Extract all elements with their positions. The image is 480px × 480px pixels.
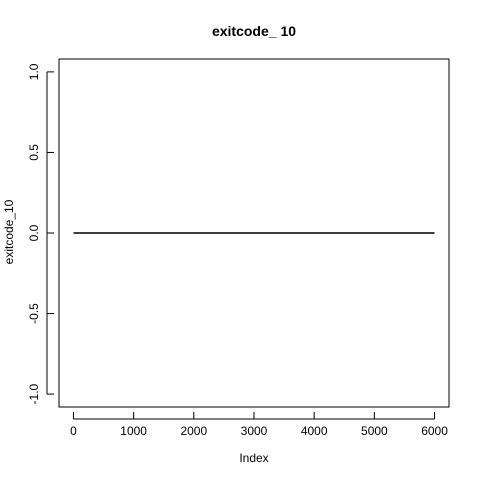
y-tick-label: 0.0 [27,224,41,241]
chart-title: exitcode_ 10 [212,23,296,39]
x-tick-label: 1000 [120,424,147,438]
y-tick-label: 1.0 [27,63,41,80]
x-axis: 0 1000 2000 3000 4000 5000 6000 [70,412,448,438]
x-tick-label: 4000 [301,424,328,438]
x-tick-label: 2000 [180,424,207,438]
x-axis-label: Index [239,451,268,465]
y-axis: -1.0 -0.5 0.0 0.5 1.0 [27,63,54,404]
x-tick-label: 6000 [421,424,448,438]
x-tick-label: 0 [70,424,77,438]
y-tick-label: -0.5 [27,303,41,324]
x-tick-label: 5000 [361,424,388,438]
plot-frame [58,58,450,408]
y-tick-label: 0.5 [27,144,41,161]
y-axis-label: exitcode_10 [2,199,16,264]
y-tick-label: -1.0 [27,383,41,404]
x-tick-label: 3000 [241,424,268,438]
